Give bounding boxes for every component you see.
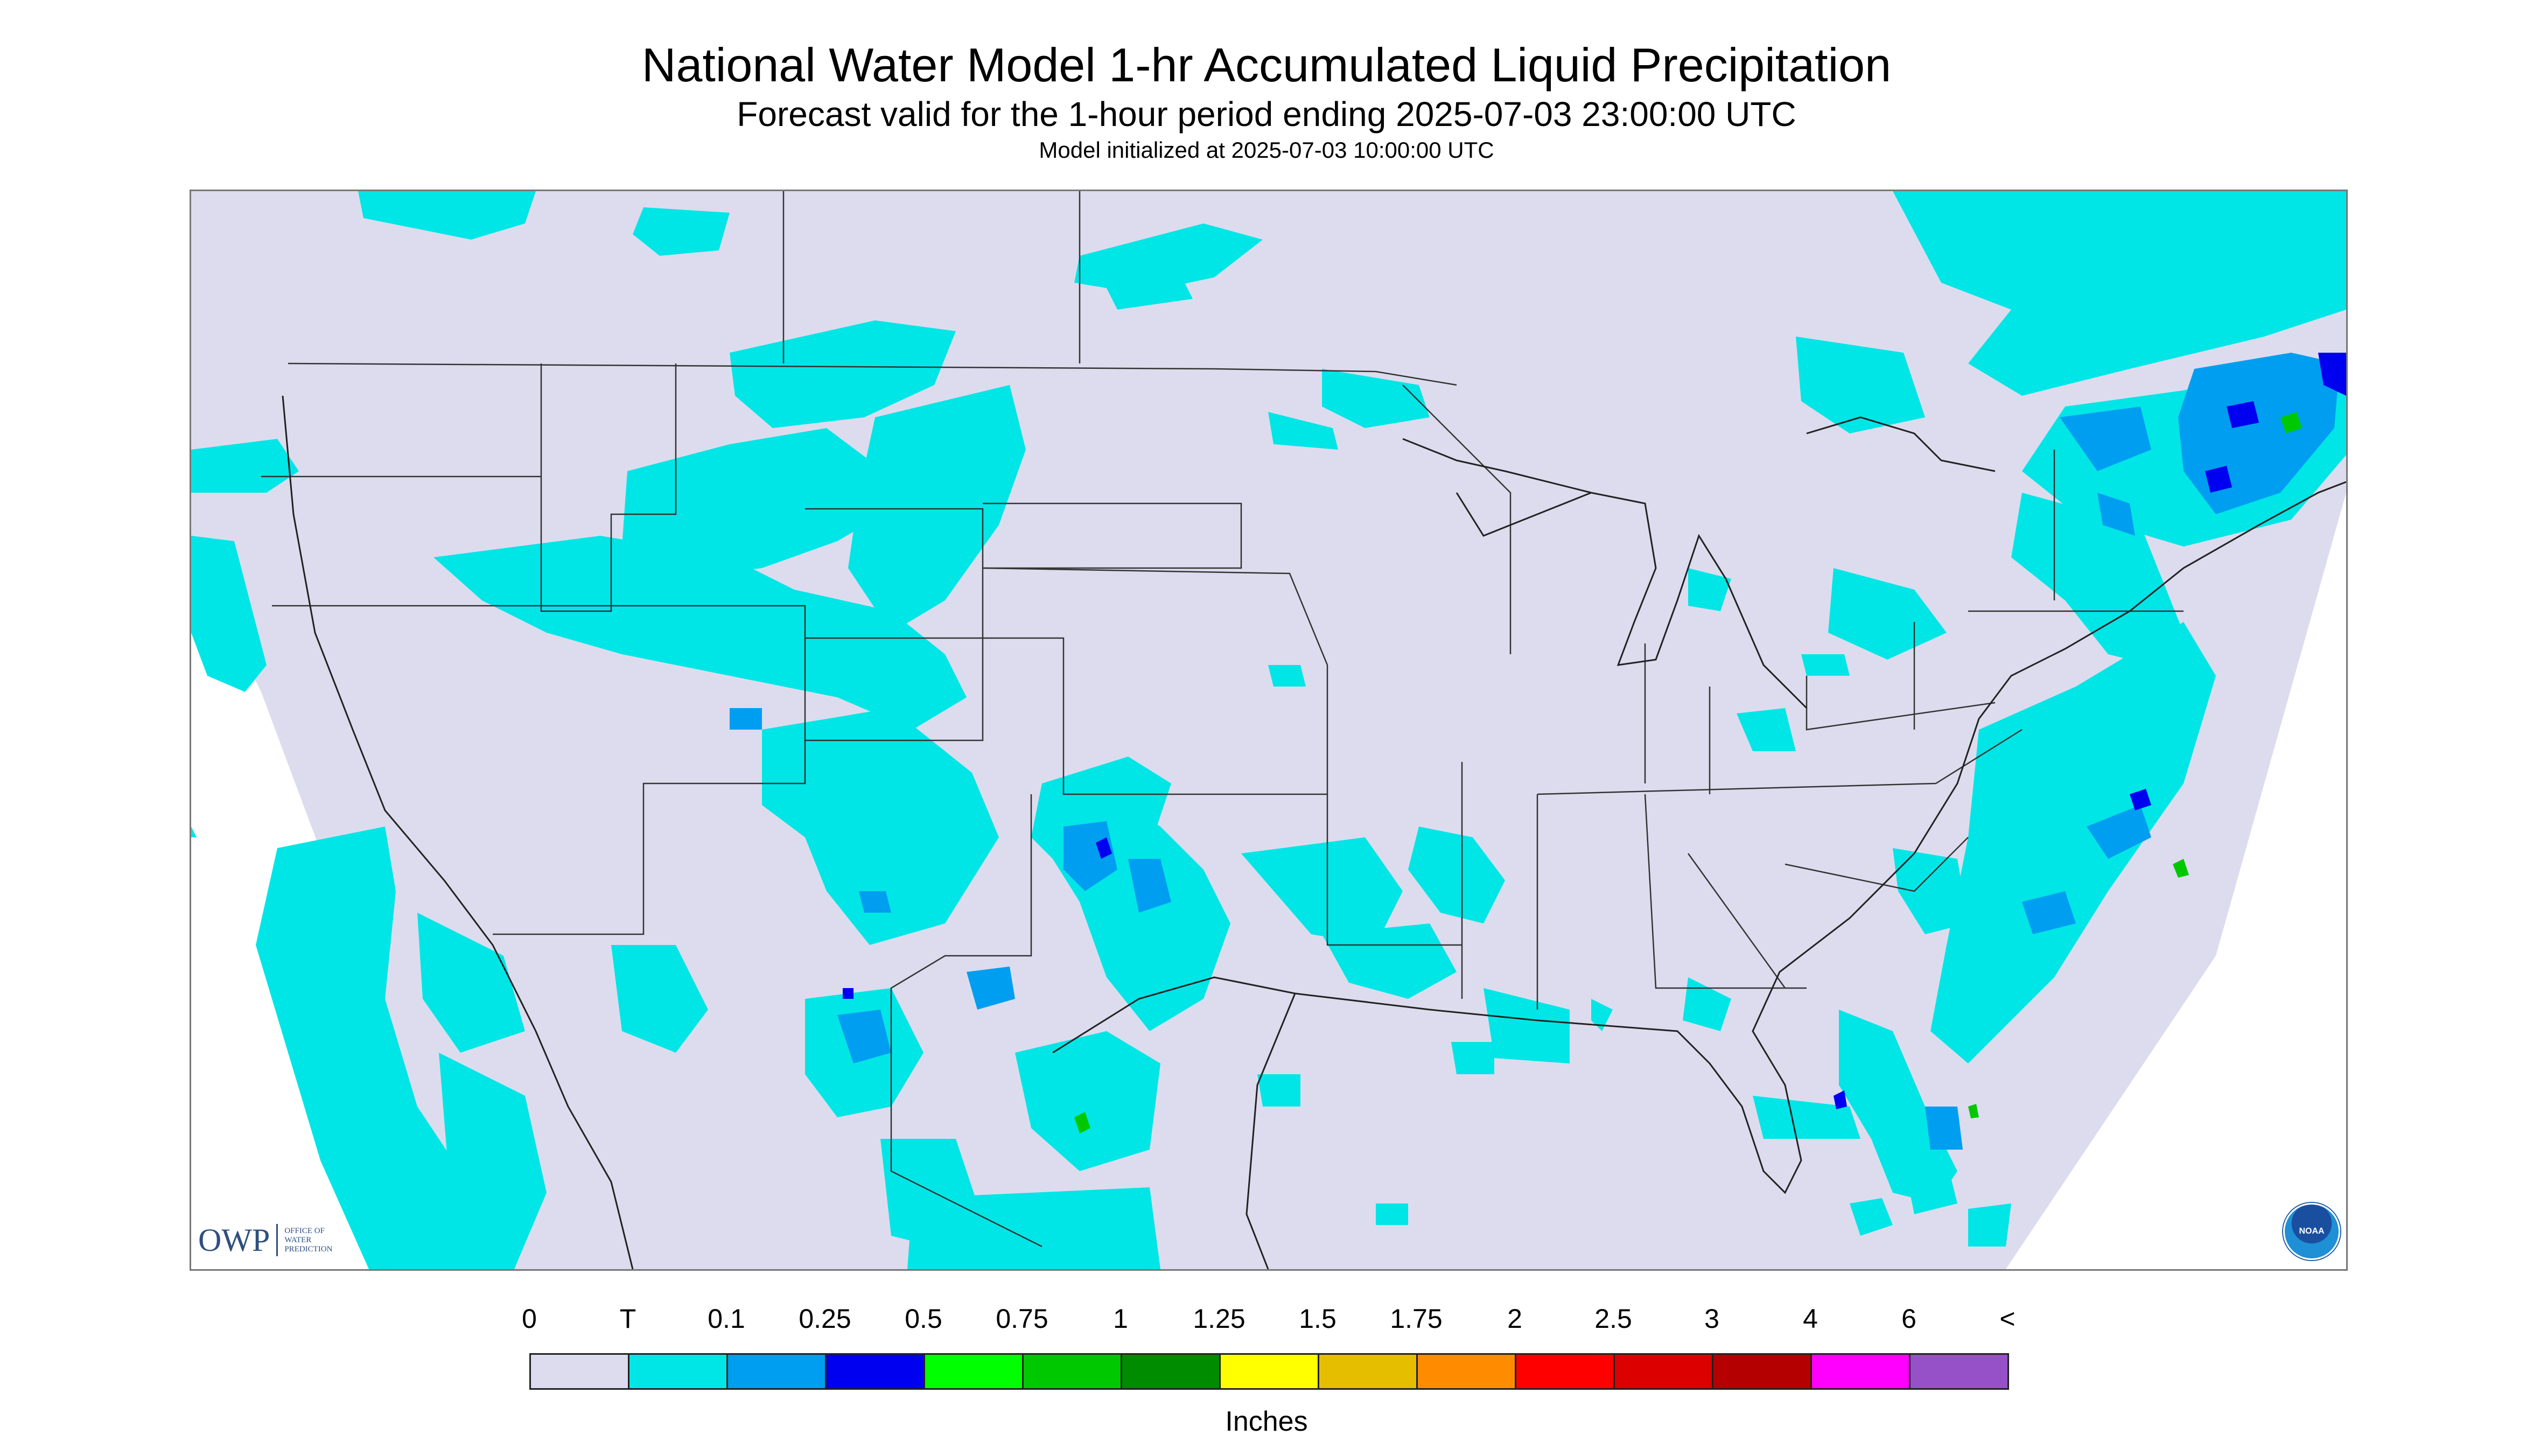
legend-swatch [925, 1355, 1024, 1388]
legend-tick-label: 3 [1704, 1304, 1719, 1334]
legend-swatch [1615, 1355, 1713, 1388]
model-init-text: Model initialized at 2025-07-03 10:00:00… [1039, 137, 1494, 163]
legend-swatch [827, 1355, 925, 1388]
legend-units: Inches [1225, 1406, 1308, 1437]
legend-tick-label: 2 [1507, 1304, 1522, 1334]
legend-swatch [1024, 1355, 1122, 1388]
legend-tick-label: 0.5 [905, 1304, 942, 1334]
noaa-logo-icon: NOAA [2283, 1203, 2340, 1260]
owp-sub-1: OFFICE OF [284, 1226, 325, 1235]
legend-tick-label: 0 [522, 1304, 537, 1334]
map-subtitle: Forecast valid for the 1-hour period end… [737, 95, 1796, 134]
legend-swatch [1319, 1355, 1418, 1388]
map-title: National Water Model 1-hr Accumulated Li… [641, 38, 1892, 92]
legend-tick-label: 1.5 [1299, 1304, 1337, 1334]
owp-logo-divider [276, 1224, 278, 1256]
medium-precip-layer [843, 353, 2346, 1109]
owp-sub-2: WATER [284, 1235, 312, 1244]
legend-tick-label: 0.25 [799, 1304, 851, 1334]
legend-swatch [1221, 1355, 1319, 1388]
legend-swatch [1516, 1355, 1615, 1388]
owp-logo: OWP OFFICE OF WATER PREDICTION [198, 1221, 333, 1259]
legend-swatch [1713, 1355, 1812, 1388]
owp-sub-3: PREDICTION [284, 1244, 333, 1254]
heavy-precip-layer [1074, 412, 2302, 1133]
coastline [282, 395, 2346, 1269]
legend-tick-label: 1 [1113, 1304, 1128, 1334]
legend-colorbar [529, 1353, 2009, 1390]
legend-tick-label: 6 [1901, 1304, 1916, 1334]
legend-tick-label: 2.5 [1594, 1304, 1632, 1334]
legend-swatch [728, 1355, 827, 1388]
legend-swatch [531, 1355, 629, 1388]
noaa-logo-text: NOAA [2299, 1227, 2325, 1236]
legend-swatch [1911, 1355, 2007, 1388]
legend-tick-label: 4 [1803, 1304, 1818, 1334]
legend-tick-label: < [1999, 1304, 2016, 1334]
legend-tick-label: T [619, 1304, 636, 1334]
legend-tick-label: 0.1 [708, 1304, 745, 1334]
legend-tick-label: 1.75 [1390, 1304, 1443, 1334]
legend-tick-label: 1.25 [1193, 1304, 1245, 1334]
state-boundaries [261, 191, 2184, 1248]
legend-tick-label: 0.75 [996, 1304, 1048, 1334]
legend-swatch [1812, 1355, 1911, 1388]
legend-swatch [629, 1355, 728, 1388]
legend-swatch [1122, 1355, 1221, 1388]
legend-swatch [1418, 1355, 1516, 1388]
owp-logo-subtext: OFFICE OF WATER PREDICTION [284, 1227, 332, 1254]
owp-logo-text: OWP [198, 1222, 270, 1258]
precipitation-map [190, 190, 2348, 1271]
